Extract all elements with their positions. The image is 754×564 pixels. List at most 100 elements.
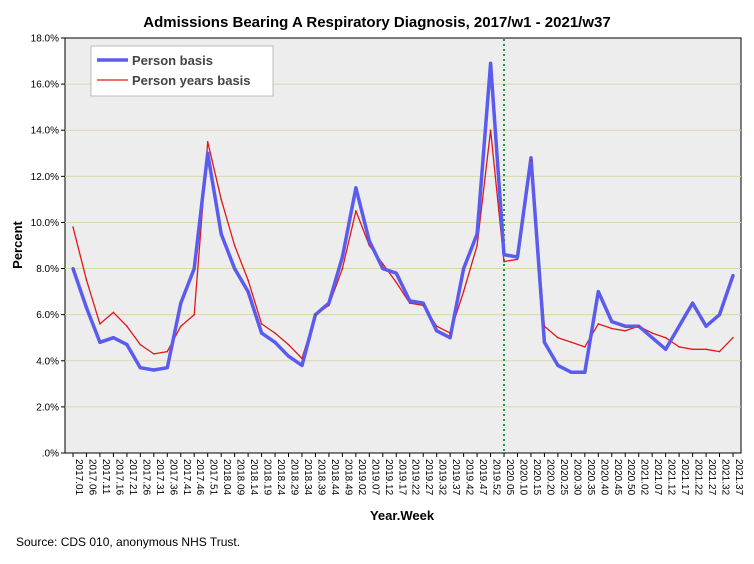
y-tick-label: 4.0% xyxy=(36,356,59,367)
y-tick-label: 10.0% xyxy=(31,218,59,229)
x-tick-label: 2019.37 xyxy=(450,459,461,496)
data-point-person-basis xyxy=(596,290,600,294)
data-point-person-years-basis xyxy=(247,279,249,281)
y-tick-label: 12.0% xyxy=(31,172,59,183)
data-point-person-years-basis xyxy=(139,343,142,346)
data-point-person-years-basis xyxy=(637,325,640,327)
x-tick-label: 2020.45 xyxy=(612,459,623,496)
data-point-person-years-basis xyxy=(408,302,411,304)
data-points xyxy=(71,61,735,374)
data-point-person-years-basis xyxy=(126,325,128,327)
data-point-person-years-basis xyxy=(503,260,505,263)
data-point-person-years-basis xyxy=(678,346,680,348)
series-person-basis-line xyxy=(71,61,735,375)
plot-area xyxy=(64,37,742,454)
x-tick-label: 2019.47 xyxy=(477,459,488,496)
data-point-person-basis xyxy=(98,340,102,344)
x-tick-label: 2019.07 xyxy=(369,459,380,496)
y-tick-label: 16.0% xyxy=(31,80,59,91)
legend: Person basis Person years basis xyxy=(90,45,274,97)
data-point-person-years-basis xyxy=(166,350,169,353)
x-tick-label: 2020.40 xyxy=(598,459,609,496)
x-tick-label: 2017.01 xyxy=(73,459,84,496)
data-point-person-basis xyxy=(179,301,183,305)
data-point-person-years-basis xyxy=(610,327,613,330)
x-tick-label: 2020.10 xyxy=(517,459,528,496)
x-tick-label: 2019.52 xyxy=(491,459,502,496)
data-point-person-basis xyxy=(71,266,75,271)
y-tick-label: 2.0% xyxy=(36,402,59,413)
x-tick-label: 2017.51 xyxy=(208,459,219,496)
data-point-person-years-basis xyxy=(314,313,317,316)
x-tick-label: 2017.21 xyxy=(127,459,138,496)
data-point-person-basis xyxy=(111,336,116,340)
data-point-person-basis xyxy=(327,301,331,305)
x-tick-label: 2020.25 xyxy=(558,459,569,496)
x-tick-label: 2018.29 xyxy=(289,459,300,496)
data-point-person-years-basis xyxy=(301,357,303,360)
y-tick-label: 6.0% xyxy=(36,310,59,321)
data-point-person-years-basis xyxy=(422,304,425,307)
x-tick-label: 2018.39 xyxy=(315,459,326,496)
data-point-person-years-basis xyxy=(624,330,627,332)
data-point-person-basis xyxy=(219,232,223,236)
x-tick-label: 2021.17 xyxy=(679,459,690,496)
x-tick-label: 2021.12 xyxy=(666,459,677,496)
data-point-person-years-basis xyxy=(233,244,236,247)
data-point-person-years-basis xyxy=(462,290,465,293)
data-point-person-years-basis xyxy=(691,348,694,351)
data-point-person-basis xyxy=(542,340,547,344)
data-point-person-basis xyxy=(152,368,156,372)
x-tick-label: 2021.27 xyxy=(706,459,717,496)
data-point-person-basis xyxy=(677,324,681,328)
x-tick-label: 2019.22 xyxy=(410,459,421,496)
data-point-person-basis xyxy=(502,253,506,257)
y-axis-ticks: 18.0% 16.0% 14.0% 12.0% 10.0% 8.0% 6.0% 4.0% 2.0… xyxy=(31,34,65,460)
series-person-years-basis-line xyxy=(72,129,734,360)
data-point-person-basis xyxy=(448,336,452,340)
data-point-person-basis xyxy=(340,255,344,259)
data-point-person-basis xyxy=(475,232,479,236)
data-point-person-years-basis xyxy=(732,336,734,339)
data-point-person-basis xyxy=(664,347,668,351)
data-point-person-basis xyxy=(421,301,425,305)
x-tick-label: 2019.12 xyxy=(383,459,394,496)
x-tick-label: 2018.04 xyxy=(221,459,232,496)
data-point-person-years-basis xyxy=(705,348,707,351)
data-point-person-basis xyxy=(233,266,237,271)
data-point-person-basis xyxy=(569,370,573,374)
data-point-person-basis xyxy=(435,329,439,333)
x-tick-label: 2020.20 xyxy=(544,459,555,496)
x-tick-label: 2017.11 xyxy=(100,459,111,495)
data-point-person-years-basis xyxy=(85,279,88,281)
x-tick-label: 2017.16 xyxy=(113,459,124,496)
data-point-person-years-basis xyxy=(664,336,667,339)
x-tick-label: 2018.49 xyxy=(342,459,353,496)
data-point-person-years-basis xyxy=(718,350,721,353)
x-tick-label: 2017.31 xyxy=(154,459,165,496)
data-point-person-basis xyxy=(354,186,358,190)
x-tick-label: 2017.46 xyxy=(194,459,205,496)
x-tick-label: 2017.06 xyxy=(86,459,97,496)
data-point-person-basis xyxy=(259,331,264,335)
data-point-person-years-basis xyxy=(368,244,371,247)
data-point-person-years-basis xyxy=(112,311,115,314)
data-point-person-basis xyxy=(273,340,277,344)
data-point-person-years-basis xyxy=(530,159,532,161)
data-point-person-basis xyxy=(717,313,722,317)
data-point-person-basis xyxy=(165,366,169,370)
data-point-person-basis xyxy=(138,366,142,370)
data-point-person-years-basis xyxy=(435,325,438,327)
x-tick-label: 2018.44 xyxy=(329,459,340,496)
x-axis-ticks: 2017.01 2017.06 2017.11 2017.16 2017.21 2017.… xyxy=(72,453,744,496)
data-point-person-years-basis xyxy=(381,263,384,265)
data-point-person-basis xyxy=(125,343,129,347)
data-point-person-years-basis xyxy=(99,323,101,325)
data-point-person-basis xyxy=(394,271,398,275)
data-point-person-years-basis xyxy=(543,325,546,327)
data-point-person-years-basis xyxy=(193,313,196,316)
legend-label-person-basis: Person basis xyxy=(132,53,213,68)
data-point-person-years-basis xyxy=(328,304,330,307)
data-point-person-basis xyxy=(623,324,627,328)
